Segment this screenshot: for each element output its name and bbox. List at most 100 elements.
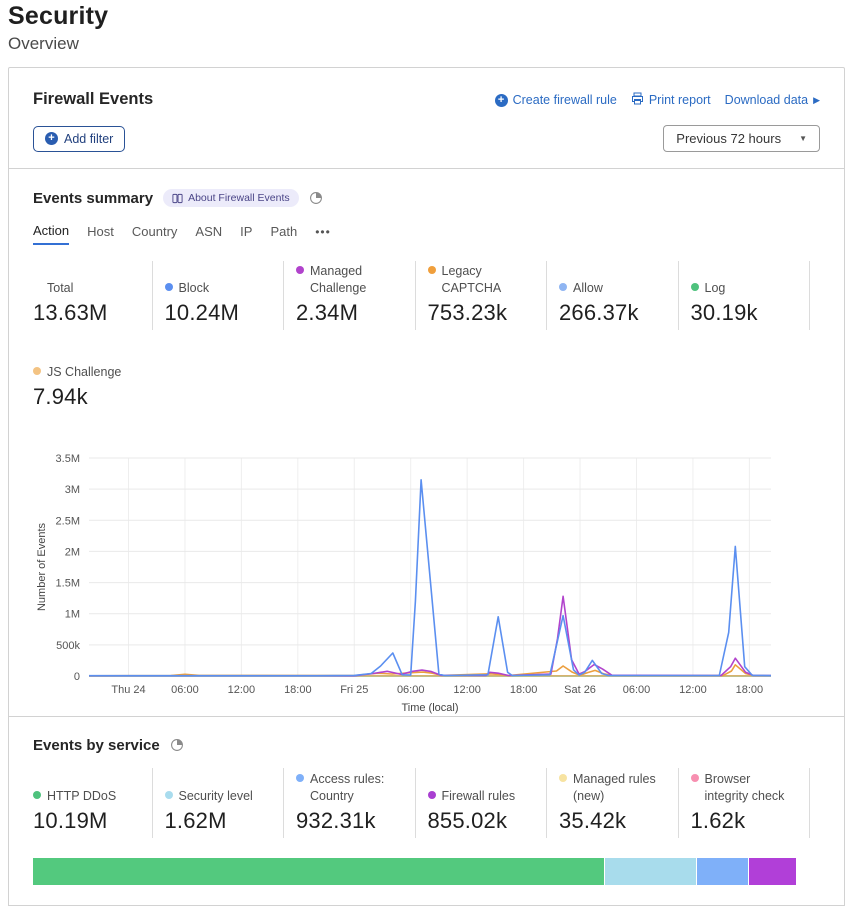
page-title: Security [8, 2, 109, 30]
tab-host[interactable]: Host [87, 224, 114, 239]
firewall-events-title: Firewall Events [33, 90, 154, 108]
plus-circle-icon: + [45, 132, 58, 145]
svg-text:2.5M: 2.5M [56, 515, 80, 527]
stat-firewall-rules: Firewall rules 855.02k [427, 767, 547, 838]
stat-value: 266.37k [559, 299, 639, 325]
bar-segment-security-level[interactable] [603, 857, 697, 885]
series-dot [296, 774, 304, 782]
stat-label: Security level [178, 788, 253, 803]
stat-value: 7.94k [33, 383, 88, 409]
stat-value: 13.63M [33, 299, 108, 325]
svg-text:Number of Events: Number of Events [36, 522, 48, 611]
chevron-down-icon: ▼ [799, 134, 807, 143]
svg-text:1M: 1M [65, 608, 80, 620]
svg-text:06:00: 06:00 [171, 684, 199, 696]
page-header: Security Overview [0, 0, 852, 54]
stat-label: Access rules: Country [310, 772, 385, 803]
stat-block: Block 10.24M [164, 261, 284, 330]
stat-label: HTTP DDoS [47, 788, 117, 803]
svg-text:Thu 24: Thu 24 [111, 684, 145, 696]
svg-text:18:00: 18:00 [736, 684, 764, 696]
time-range-select[interactable]: Previous 72 hours ▼ [663, 125, 820, 152]
series-dot [164, 790, 173, 799]
caret-right-icon: ▶ [813, 94, 820, 105]
time-window-icon [170, 738, 184, 752]
svg-text:3.5M: 3.5M [56, 453, 80, 465]
more-tabs-button[interactable]: ••• [315, 224, 331, 239]
events-chart-container: Thu 24 06:00 12:00 18:00 Fri 25 06:00 12:00 18:… [33, 448, 820, 716]
stat-managed-challenge: Managed Challenge 2.34M [296, 261, 416, 330]
tab-ip[interactable]: IP [240, 224, 253, 239]
events-over-time-chart[interactable]: Thu 24 06:00 12:00 18:00 Fri 25 06:00 12:00 18:… [33, 448, 813, 716]
stat-value: 30.19k [690, 299, 758, 325]
events-summary-stats: Total 13.63M Block 10.24M Managed Challe… [33, 261, 822, 330]
create-firewall-rule-label: Create firewall rule [512, 93, 617, 107]
download-data-label: Download data [724, 93, 809, 107]
add-filter-button[interactable]: + Add filter [33, 125, 126, 152]
stat-value: 1.62k [690, 807, 746, 833]
svg-text:06:00: 06:00 [397, 684, 425, 696]
firewall-events-header: Firewall Events + Create firewall rule P… [9, 68, 844, 168]
stat-label: Log [704, 280, 726, 295]
tab-path[interactable]: Path [270, 224, 298, 239]
events-by-service-section: Events by service HTTP DDoS 10.19M Secur… [9, 715, 844, 905]
time-window-icon [309, 191, 323, 205]
stat-legacy-captcha: Legacy CAPTCHA 753.23k [427, 261, 547, 330]
stat-label: Block [178, 280, 210, 295]
tab-action[interactable]: Action [33, 223, 70, 245]
create-firewall-rule-link[interactable]: + Create firewall rule [494, 93, 617, 107]
add-filter-label: Add filter [64, 131, 114, 146]
events-by-service-stats: HTTP DDoS 10.19M Security level 1.62M Ac… [33, 767, 822, 838]
svg-text:Time (local): Time (local) [401, 702, 458, 714]
stat-value: 753.23k [427, 299, 508, 325]
stat-total: Total 13.63M [33, 261, 153, 330]
stat-label: Total [47, 280, 74, 295]
events-by-service-bar[interactable] [33, 857, 796, 885]
svg-text:2M: 2M [65, 546, 80, 558]
stat-access-rules-country: Access rules: Country 932.31k [296, 767, 416, 838]
stat-http-ddos: HTTP DDoS 10.19M [33, 767, 153, 838]
bar-segment-firewall-rules[interactable] [747, 857, 796, 885]
svg-text:Sat 26: Sat 26 [564, 684, 596, 696]
next-section-partial [9, 904, 844, 906]
stat-security-level: Security level 1.62M [164, 767, 284, 838]
series-dot [690, 774, 699, 782]
svg-text:06:00: 06:00 [623, 684, 651, 696]
stat-managed-rules-new: Managed rules (new) 35.42k [559, 767, 679, 838]
stat-label: Browser integrity check [704, 772, 785, 803]
tab-country[interactable]: Country [131, 224, 178, 239]
badge-label: About Firewall Events [188, 192, 290, 204]
plus-circle-icon: + [494, 93, 508, 107]
print-report-link[interactable]: Print report [631, 92, 711, 108]
tab-asn[interactable]: ASN [195, 224, 223, 239]
series-dot [33, 790, 41, 799]
series-dot [33, 366, 41, 375]
stat-value: 1.62M [164, 807, 227, 833]
svg-text:500k: 500k [56, 640, 80, 652]
svg-text:12:00: 12:00 [679, 684, 707, 696]
book-icon [172, 193, 183, 203]
svg-text:0: 0 [74, 671, 80, 683]
page-subtitle: Overview [8, 34, 79, 53]
stat-label: Firewall rules [441, 788, 516, 803]
printer-icon [631, 92, 644, 108]
download-data-link[interactable]: Download data ▶ [725, 93, 820, 107]
firewall-events-card: Firewall Events + Create firewall rule P… [8, 67, 845, 906]
events-summary-tabs: Action Host Country ASN IP Path ••• [33, 223, 820, 245]
stat-value: 932.31k [296, 807, 376, 833]
stat-value: 2.34M [296, 299, 359, 325]
svg-text:3M: 3M [65, 484, 80, 496]
bar-segment-access-rules-country[interactable] [696, 857, 748, 885]
svg-text:18:00: 18:00 [284, 684, 312, 696]
stat-label: Managed rules (new) [573, 772, 656, 803]
stat-value: 855.02k [427, 807, 508, 833]
stat-value: 35.42k [559, 807, 627, 833]
svg-text:Fri 25: Fri 25 [340, 684, 368, 696]
series-dot [690, 282, 699, 291]
stat-browser-integrity-check: Browser integrity check 1.62k [690, 767, 810, 838]
stat-js-challenge: JS Challenge 7.94k [33, 350, 152, 414]
bar-segment-http-ddos[interactable] [33, 857, 604, 885]
events-by-service-title: Events by service [33, 736, 160, 754]
stat-label: JS Challenge [47, 364, 122, 379]
about-firewall-events-badge[interactable]: About Firewall Events [163, 189, 299, 207]
